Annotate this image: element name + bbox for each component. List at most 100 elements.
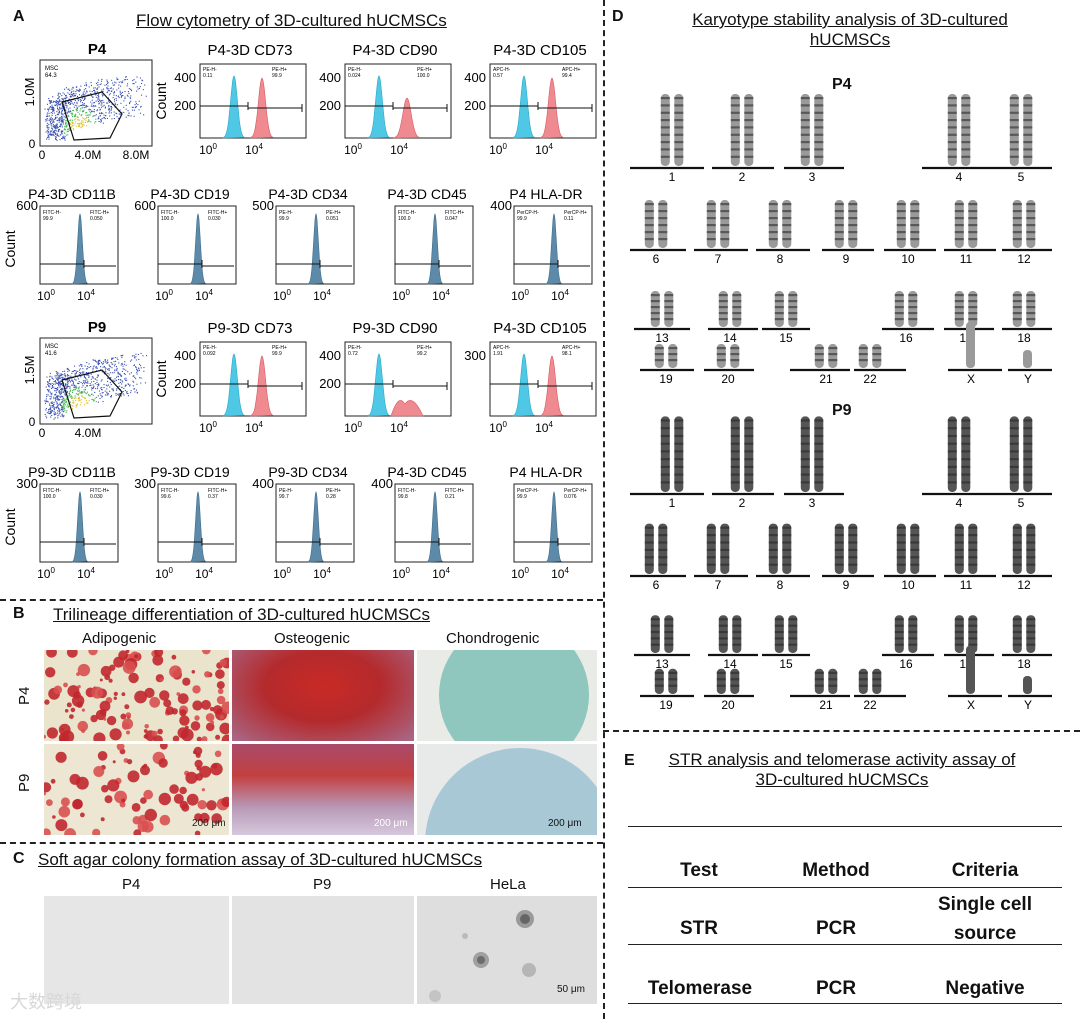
histogram-title: P4-3D CD105 xyxy=(493,42,586,59)
chromosome-label-11: 11 xyxy=(960,252,973,266)
divider-a-b xyxy=(0,599,603,601)
panel-b-label: B xyxy=(13,605,25,622)
chromosome-6 xyxy=(644,200,668,248)
criteria-str-line2: source xyxy=(953,923,1017,944)
histogram-peak xyxy=(71,491,88,563)
chromosome-label-1: 1 xyxy=(669,496,676,510)
chromosome-11 xyxy=(954,200,978,248)
y-tick: 200 xyxy=(174,376,196,391)
x-tick-high: 104 xyxy=(313,288,331,302)
neg-gate-label: FITC-H- xyxy=(398,488,416,494)
y-tick: 1.5M xyxy=(22,356,37,385)
pos-gate-label: FITC-H+ xyxy=(445,210,464,216)
chromosome-4 xyxy=(947,94,971,166)
chromosome-4 xyxy=(947,416,971,492)
histogram-title: P4-3D CD45 xyxy=(387,464,467,480)
chromosome-label-9: 9 xyxy=(843,252,850,266)
chromosome-label-19: 19 xyxy=(659,698,673,712)
pos-gate-value: 99.9 xyxy=(272,73,282,79)
x-tick-high: 104 xyxy=(432,566,450,580)
pos-gate-label: PE-H+ xyxy=(272,345,287,351)
chromosome-label-1: 1 xyxy=(669,170,676,184)
neg-gate-label: PE-H- xyxy=(279,488,293,494)
x-tick-low: 100 xyxy=(273,566,291,580)
chromosome-label-7: 7 xyxy=(715,578,722,592)
chromosome-7 xyxy=(706,523,730,574)
table-header-rule xyxy=(628,887,1062,888)
chromosome-Y xyxy=(1023,676,1032,694)
y-tick: 600 xyxy=(134,198,156,213)
neg-gate-label: PE-H- xyxy=(203,67,217,73)
pos-gate-label: FITC-H+ xyxy=(90,488,109,494)
chromosome-20 xyxy=(716,344,740,368)
chromosome-12 xyxy=(1012,523,1036,574)
chromosome-label-14: 14 xyxy=(723,657,737,671)
cell-test-telomerase: Telomerase xyxy=(647,978,753,999)
header-method: Method xyxy=(802,860,870,881)
neg-gate-label: FITC-H- xyxy=(398,210,416,216)
pos-gate-value: 99.2 xyxy=(417,351,427,357)
chromosome-label-10: 10 xyxy=(901,252,915,266)
pos-gate-label: FITC-H+ xyxy=(90,210,109,216)
chromosome-8 xyxy=(768,200,792,248)
y-tick: 200 xyxy=(174,98,196,113)
col-p4: P4 xyxy=(122,876,141,893)
cell-method-telomerase: PCR xyxy=(815,978,857,999)
chromosome-18 xyxy=(1012,291,1036,327)
karyotype-diagram: 12345678910111213141516171819202122XY123… xyxy=(630,94,1052,712)
neg-gate-value: 99.6 xyxy=(161,494,171,500)
chromosome-15 xyxy=(774,615,798,653)
positive-peak xyxy=(393,97,420,139)
chromosome-label-4: 4 xyxy=(956,170,963,184)
neg-gate-value: 100.0 xyxy=(161,216,174,222)
x-tick-high: 104 xyxy=(390,420,408,435)
histogram-peak xyxy=(307,491,324,563)
y-axis-label: Count xyxy=(153,82,169,119)
pos-gate-value: 0.28 xyxy=(326,494,336,500)
histogram-title: P4-3D CD11B xyxy=(28,186,116,202)
gate-label: MSC xyxy=(45,344,59,350)
chromosome-14 xyxy=(718,615,742,653)
pos-gate-value: 99.4 xyxy=(562,73,572,79)
chromosome-label-12: 12 xyxy=(1017,578,1031,592)
neg-gate-value: 0.57 xyxy=(493,73,503,79)
histogram-p4-hla-dr: P4 HLA-DR PerCP-H-99.9 PerCP-H+0.076 100 104 xyxy=(509,464,593,580)
x-tick-high: 104 xyxy=(535,420,553,435)
chromosome-label-14: 14 xyxy=(723,331,737,345)
chromosome-label-18: 18 xyxy=(1017,657,1031,671)
soft-agar-hela-image: 50 μm xyxy=(417,896,597,1004)
histogram-p4-3d-cd105: P4-3D CD105 400 200 APC-H-0.57 APC-H+99.4 100… xyxy=(464,42,597,157)
table-row-rule xyxy=(628,944,1062,945)
panel-e-label: E xyxy=(624,752,635,769)
scale-bar-osteo: 200 μm xyxy=(374,818,408,829)
chromosome-3 xyxy=(800,416,824,492)
y-axis-label: Count xyxy=(153,360,169,397)
chromosome-18 xyxy=(1012,615,1036,653)
chromosome-label-19: 19 xyxy=(659,372,673,386)
neg-gate-value: 0.092 xyxy=(203,351,216,357)
pos-gate-value: 100.0 xyxy=(417,73,430,79)
pos-gate-value: 0.050 xyxy=(90,216,103,222)
chromosome-9 xyxy=(834,200,858,248)
pos-gate-label: PE-H+ xyxy=(417,67,432,73)
pos-gate-value: 0.076 xyxy=(564,494,577,500)
x-tick-low: 100 xyxy=(489,420,507,435)
y-tick: 200 xyxy=(319,98,341,113)
x-tick-high: 104 xyxy=(245,420,263,435)
panel-e-title-line2: 3D-cultured hUCMSCs xyxy=(755,770,929,789)
neg-gate-value: 1.91 xyxy=(493,351,503,357)
chromosome-7 xyxy=(706,200,730,248)
gate-polygon xyxy=(61,91,123,141)
chromosome-label-Y: Y xyxy=(1024,698,1032,712)
panel-e-title-line1: STR analysis and telomerase activity ass… xyxy=(668,750,1016,769)
y-axis-label-row4: Count xyxy=(2,508,18,545)
criteria-str-line1: Single cell xyxy=(938,894,1032,915)
negative-peak xyxy=(512,75,536,139)
neg-gate-value: 0.72 xyxy=(348,351,358,357)
adipogenic-p9-image: 200 μm xyxy=(44,744,229,835)
neg-gate-value: 99.8 xyxy=(398,494,408,500)
neg-gate-label: PE-H- xyxy=(348,345,362,351)
